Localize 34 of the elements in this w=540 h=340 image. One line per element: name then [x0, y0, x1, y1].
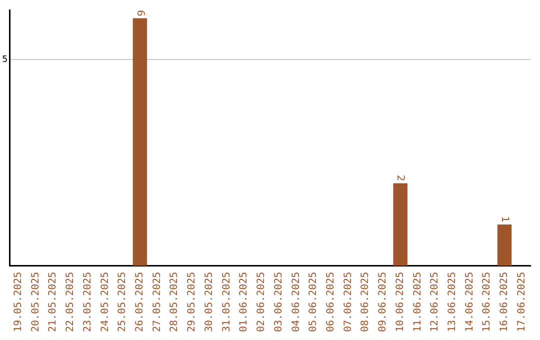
x-tick-label: 05.06.2025	[308, 272, 320, 332]
x-tick-label: 06.06.2025	[325, 272, 336, 332]
x-tick-label: 13.06.2025	[447, 272, 458, 332]
data-label: 1	[498, 216, 510, 223]
x-tick-label: 01.06.2025	[238, 272, 250, 332]
x-tick-label: 28.05.2025	[169, 272, 180, 332]
x-tick-label: 04.06.2025	[290, 272, 302, 332]
x-tick-label: 26.05.2025	[134, 272, 146, 332]
y-tick-label: 5	[2, 54, 8, 65]
x-tick-label: 16.06.2025	[499, 272, 510, 332]
x-tick-label: 09.06.2025	[378, 272, 389, 332]
x-tick-label: 29.05.2025	[186, 272, 198, 332]
x-tick-label: 24.05.2025	[100, 272, 111, 332]
x-tick-label: 10.06.2025	[394, 272, 406, 332]
x-tick-label: 20.05.2025	[30, 272, 42, 332]
x-tick-label: 08.06.2025	[360, 272, 372, 332]
x-tick-label: 22.05.2025	[65, 272, 76, 332]
x-tick-label: 15.06.2025	[482, 272, 493, 332]
x-tick-label: 07.06.2025	[342, 272, 354, 332]
x-tick-label: 14.06.2025	[464, 272, 476, 332]
x-tick-label: 03.06.2025	[273, 272, 284, 332]
x-tick-label: 17.06.2025	[516, 272, 528, 332]
x-tick-label: 11.06.2025	[412, 272, 424, 332]
data-label: 2	[394, 174, 406, 182]
x-tick-label: 27.05.2025	[152, 272, 163, 332]
x-tick-label: 23.05.2025	[82, 272, 94, 332]
x-tick-label: 21.05.2025	[48, 272, 59, 332]
x-tick-label: 19.05.2025	[13, 272, 24, 332]
x-tick-label: 31.05.2025	[221, 272, 232, 332]
x-tick-label: 25.05.2025	[117, 272, 128, 332]
x-tick-label: 30.05.2025	[204, 272, 215, 332]
data-label: 6	[134, 10, 146, 16]
x-tick-label: 02.06.2025	[256, 272, 268, 332]
x-tick-label: 12.06.2025	[430, 272, 441, 332]
